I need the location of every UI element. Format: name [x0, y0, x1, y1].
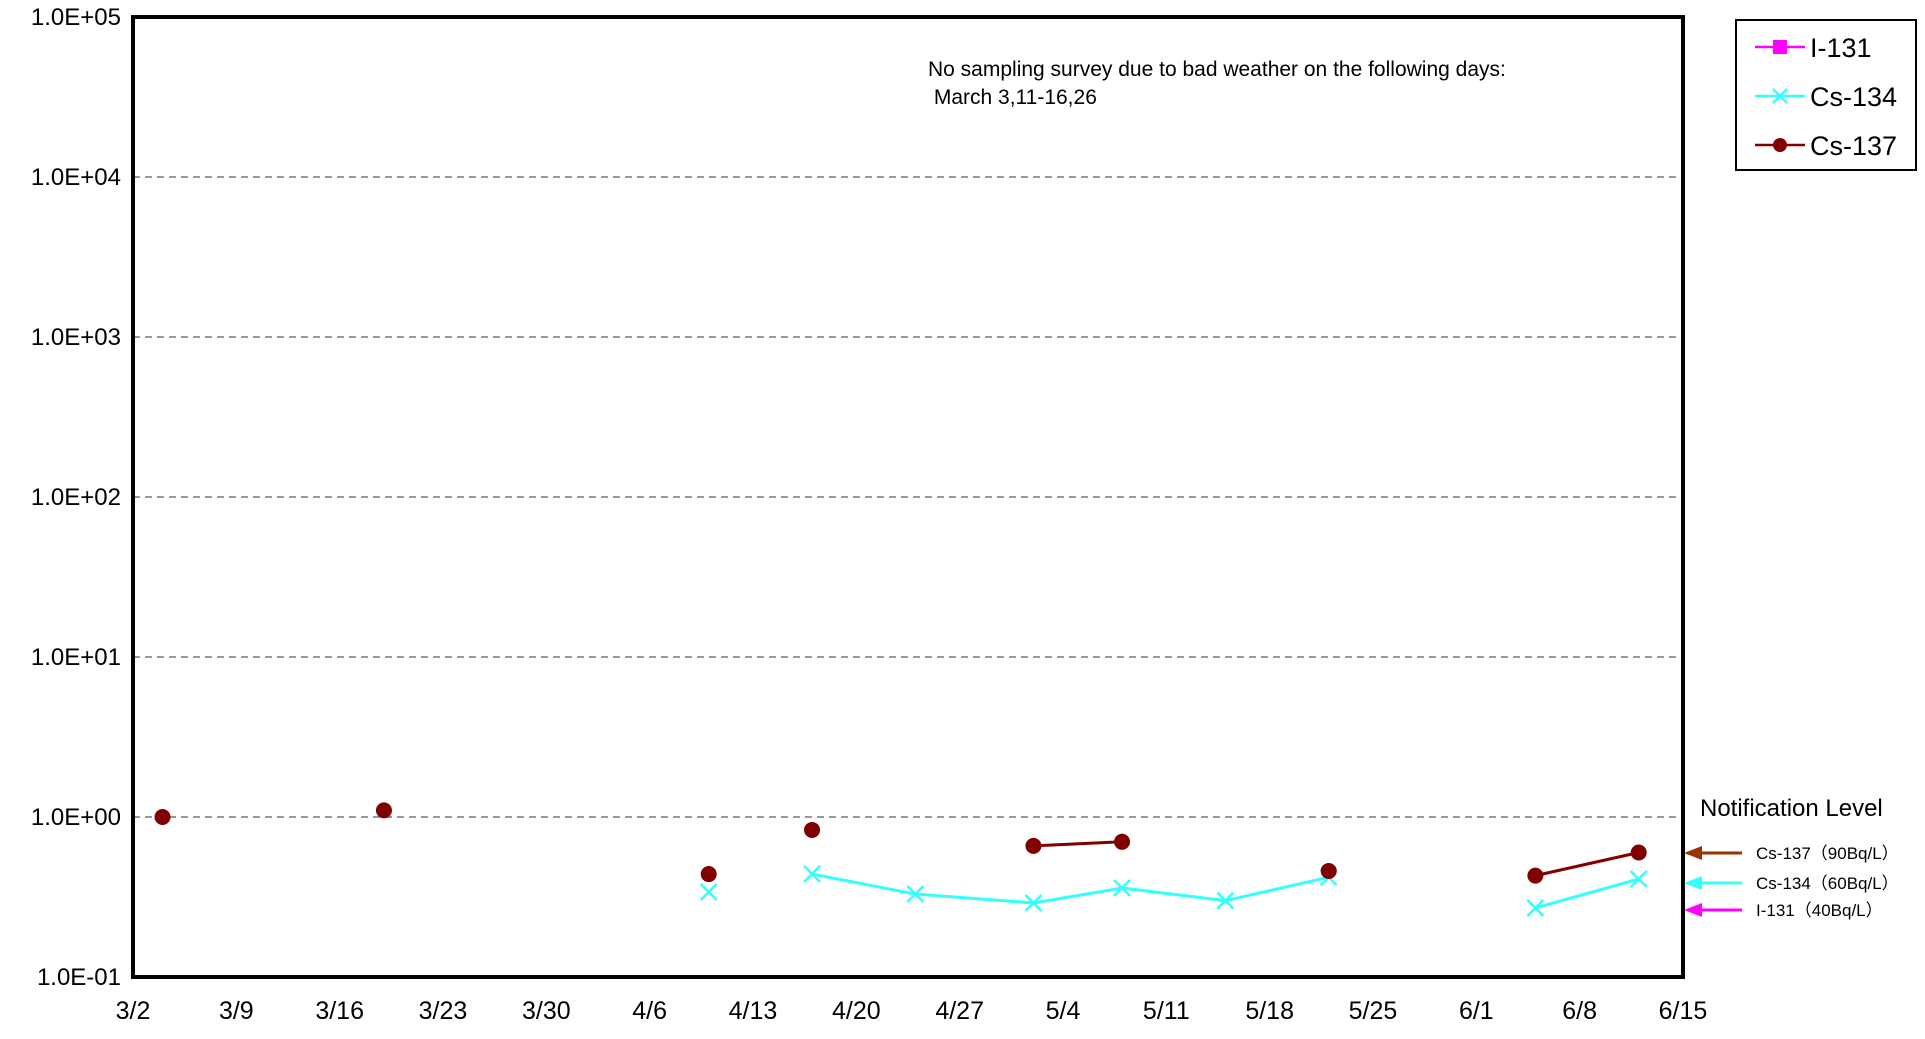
data-point — [1025, 837, 1042, 854]
notification-title: Notification Level — [1700, 795, 1883, 822]
data-point — [1772, 88, 1788, 104]
data-point — [804, 821, 821, 838]
y-tick-label: 1.0E+01 — [31, 644, 121, 671]
data-point — [375, 802, 392, 819]
notification-level-label: Cs-137（90Bq/L） — [1756, 844, 1899, 863]
y-tick-label: 1.0E+05 — [31, 4, 121, 31]
legend-entry-label: I-131 — [1810, 33, 1872, 63]
x-tick-label: 6/1 — [1459, 997, 1494, 1025]
notification-arrow-head — [1684, 876, 1702, 890]
series-layer — [154, 802, 1648, 917]
y-tick-label: 1.0E+00 — [31, 804, 121, 831]
grid-layer — [133, 176, 1683, 818]
y-axis-ticks: 1.0E-01 1.0E+00 1.0E+01 1.0E+02 1.0E+03 1.0E+… — [31, 4, 121, 991]
notification-arrow-head — [1684, 903, 1702, 917]
data-point — [1527, 867, 1544, 884]
data-point — [1773, 40, 1787, 54]
data-point — [1630, 844, 1647, 861]
series-line-segment — [1033, 886, 1123, 905]
y-tick-label: 1.0E+03 — [31, 324, 121, 351]
annotation-line-1: No sampling survey due to bad weather on… — [928, 58, 1506, 81]
notification-level-label: Cs-134（60Bq/L） — [1756, 874, 1899, 893]
x-tick-label: 5/18 — [1245, 997, 1294, 1025]
series-cs-134 — [699, 865, 1648, 917]
data-point — [699, 883, 718, 901]
x-tick-label: 5/4 — [1046, 997, 1081, 1025]
data-point — [1114, 833, 1131, 850]
x-tick-label: 4/20 — [832, 997, 881, 1025]
data-point — [1216, 891, 1235, 910]
series-line-segment — [1534, 877, 1640, 910]
series-cs-137 — [154, 802, 1647, 884]
y-tick-label: 1.0E-01 — [37, 964, 121, 991]
x-tick-label: 3/30 — [522, 997, 571, 1025]
series-line-segment — [1225, 875, 1330, 903]
legend-entry-label: Cs-134 — [1810, 82, 1897, 112]
y-tick-label: 1.0E+04 — [31, 164, 121, 191]
x-axis-ticks: 3/2 3/9 3/16 3/23 3/30 4/6 4/13 4/20 4/27 5/4 5/11… — [116, 997, 1708, 1025]
annotation-line-2: March 3,11-16,26 — [928, 86, 1097, 109]
series-line-segment — [915, 892, 1034, 905]
x-tick-label: 3/23 — [419, 997, 468, 1025]
x-tick-label: 6/8 — [1562, 997, 1597, 1025]
y-tick-label: 1.0E+02 — [31, 484, 121, 511]
x-tick-label: 3/2 — [116, 997, 151, 1025]
legend: I-131 Cs-134 Cs-137 — [1735, 19, 1917, 171]
data-point — [154, 809, 171, 825]
data-point — [906, 885, 925, 903]
notification-level: Notification Level Cs-137（90Bq/L） Cs-134（… — [1684, 795, 1899, 920]
series-line-segment — [1535, 851, 1640, 878]
data-point — [1113, 879, 1131, 897]
series-line-segment — [1033, 840, 1123, 848]
data-point — [803, 865, 821, 883]
notification-arrow-head — [1684, 846, 1702, 860]
notification-level-label: I-131（40Bq/L） — [1756, 901, 1883, 920]
x-tick-label: 3/9 — [219, 997, 254, 1025]
x-tick-label: 4/27 — [935, 997, 984, 1025]
data-point — [1629, 870, 1648, 888]
x-tick-label: 4/6 — [632, 997, 667, 1025]
series-line-segment — [1121, 886, 1226, 903]
x-tick-label: 5/25 — [1349, 997, 1398, 1025]
data-point — [1320, 862, 1337, 879]
x-tick-label: 3/16 — [315, 997, 364, 1025]
x-tick-label: 6/15 — [1659, 997, 1708, 1025]
series-line-segment — [811, 872, 916, 896]
legend-entry-label: Cs-137 — [1810, 131, 1897, 161]
data-point — [1024, 894, 1043, 912]
data-point — [700, 866, 717, 883]
x-tick-label: 5/11 — [1143, 997, 1190, 1025]
data-point — [1773, 138, 1787, 152]
x-tick-label: 4/13 — [729, 997, 778, 1025]
data-point — [1526, 899, 1545, 917]
plot-frame — [131, 15, 1685, 979]
